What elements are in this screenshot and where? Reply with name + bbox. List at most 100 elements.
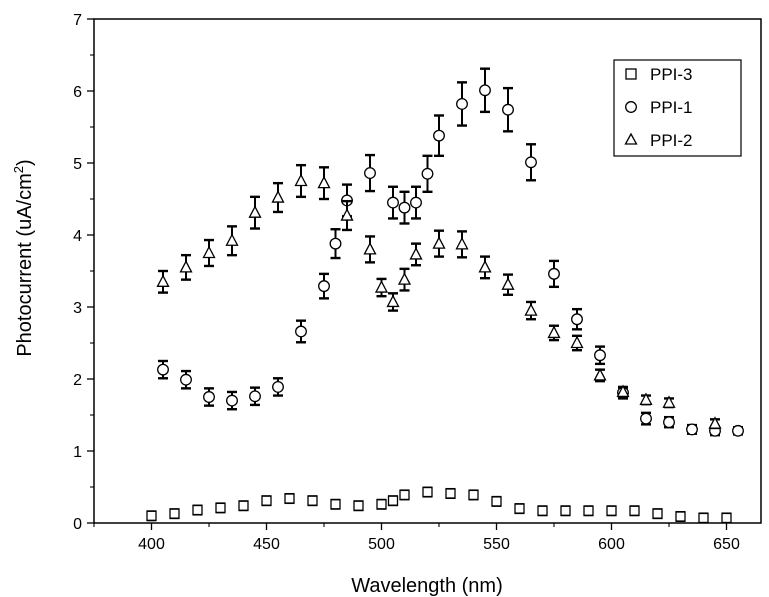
data-point-square — [491, 496, 502, 507]
data-point-square — [376, 499, 387, 510]
data-point-square — [560, 505, 571, 516]
data-point-square — [261, 495, 272, 506]
legend-marker-triangle-icon — [624, 132, 638, 145]
data-point-circle — [663, 416, 675, 429]
data-point-triangle — [156, 274, 170, 287]
data-point-circle — [479, 84, 491, 97]
data-point-circle — [433, 129, 445, 142]
data-point-square — [192, 504, 203, 516]
y-tick-label: 6 — [73, 84, 82, 101]
data-point-triangle — [397, 272, 412, 285]
y-tick-label: 3 — [73, 300, 82, 317]
data-point-triangle — [386, 294, 400, 308]
data-point-square — [387, 495, 399, 506]
data-point-circle — [180, 373, 192, 386]
data-point-square — [146, 510, 157, 521]
legend-box — [613, 59, 742, 157]
data-point-square — [468, 489, 479, 501]
data-point-circle — [318, 280, 330, 293]
legend-label-ppi-3: PPI-3 — [650, 65, 693, 84]
data-point-circle — [732, 424, 744, 437]
series-ppi-1 — [157, 67, 744, 437]
data-point-circle — [249, 390, 261, 403]
data-point-triangle — [271, 190, 285, 203]
data-point-circle — [157, 363, 169, 376]
data-point-square — [307, 495, 318, 506]
data-point-square — [629, 505, 640, 516]
data-point-triangle — [524, 303, 538, 316]
data-point-triangle — [547, 325, 561, 339]
data-point-circle — [502, 103, 514, 116]
data-point-triangle — [363, 241, 377, 255]
data-point-square — [652, 508, 663, 519]
x-tick-label: 650 — [713, 536, 740, 553]
data-point-triangle — [662, 395, 676, 408]
data-point-triangle — [317, 175, 331, 189]
data-point-square — [537, 505, 548, 516]
data-point-square — [606, 505, 617, 516]
x-tick-label: 400 — [138, 536, 165, 553]
data-point-circle — [421, 167, 434, 180]
legend-label-ppi-2: PPI-2 — [650, 131, 693, 150]
data-point-triangle — [409, 247, 423, 260]
data-point-circle — [525, 156, 537, 169]
data-point-square — [422, 486, 433, 498]
data-point-circle — [456, 98, 468, 110]
data-point-square — [169, 508, 180, 519]
legend-label-ppi-1: PPI-1 — [650, 98, 693, 117]
data-point-square — [675, 511, 686, 522]
data-point-triangle — [179, 259, 193, 273]
data-point-triangle — [708, 416, 722, 429]
data-point-triangle — [202, 245, 216, 259]
y-axis-title-end: ) — [14, 159, 36, 166]
data-point-circle — [226, 394, 238, 407]
data-point-square — [399, 489, 410, 501]
data-point-square — [698, 512, 709, 524]
legend: PPI-3 PPI-1 PPI-2 — [613, 59, 742, 157]
data-point-circle — [686, 423, 698, 436]
data-point-circle — [398, 201, 411, 214]
y-axis: 0 1 2 3 4 5 6 7 — [73, 12, 94, 533]
data-point-square — [721, 512, 732, 524]
data-point-square — [215, 502, 226, 514]
data-point-circle — [594, 349, 606, 362]
data-point-circle — [272, 380, 284, 393]
y-tick-label: 4 — [73, 228, 82, 245]
legend-marker-square-icon — [625, 68, 637, 80]
data-series — [146, 67, 744, 524]
data-point-triangle — [501, 277, 515, 290]
data-point-square — [330, 499, 341, 510]
data-point-triangle — [432, 236, 446, 249]
y-axis-title-sup: 2 — [11, 166, 26, 173]
data-point-circle — [295, 325, 307, 338]
data-point-square — [445, 488, 456, 499]
data-point-square — [583, 505, 594, 516]
data-point-triangle — [248, 205, 262, 218]
data-point-circle — [571, 313, 583, 326]
y-tick-label: 2 — [73, 372, 82, 389]
y-tick-label: 5 — [73, 156, 82, 173]
data-point-square — [353, 500, 364, 511]
data-point-circle — [387, 196, 399, 209]
data-point-triangle — [340, 208, 354, 221]
data-point-square — [514, 503, 525, 514]
data-point-triangle — [639, 392, 653, 406]
x-tick-label: 550 — [483, 536, 510, 553]
data-point-triangle — [294, 173, 308, 187]
data-point-circle — [329, 237, 342, 250]
data-point-square — [238, 500, 249, 511]
data-point-circle — [640, 412, 652, 425]
x-tick-label: 500 — [368, 536, 395, 553]
y-tick-label: 1 — [73, 444, 82, 461]
data-point-square — [284, 493, 295, 504]
data-point-triangle — [478, 259, 492, 273]
series-ppi-2 — [156, 163, 722, 430]
x-axis-title: Wavelength (nm) — [351, 575, 503, 597]
x-axis: 400 450 500 550 600 650 — [93, 523, 740, 553]
x-tick-label: 600 — [598, 536, 625, 553]
y-axis-title-main: Photocurrent (uA/cm — [14, 173, 36, 356]
data-point-circle — [410, 196, 422, 209]
y-tick-label: 7 — [73, 12, 82, 29]
legend-marker-circle-icon — [625, 101, 637, 113]
